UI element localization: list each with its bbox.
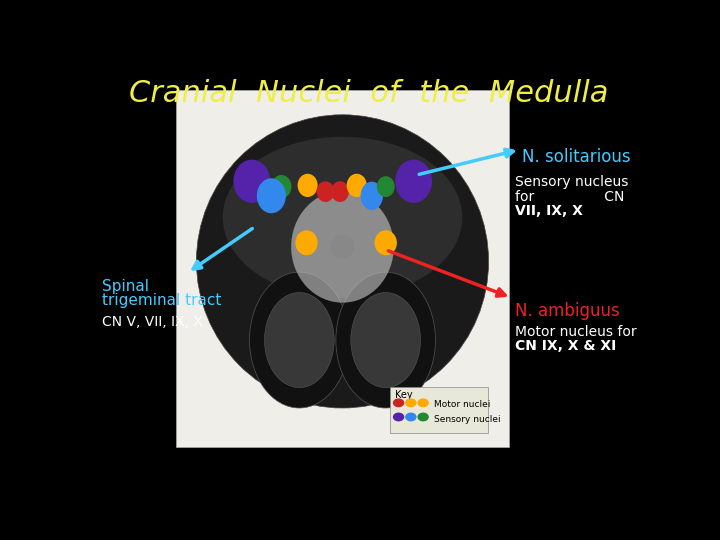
Ellipse shape [292,191,394,302]
Text: Key: Key [395,390,413,400]
Ellipse shape [295,230,318,255]
Ellipse shape [264,293,334,388]
Ellipse shape [250,272,349,408]
Ellipse shape [374,230,397,255]
Text: Cranial  Nuclei  of  the  Medulla: Cranial Nuclei of the Medulla [129,79,608,109]
Ellipse shape [330,235,354,259]
FancyBboxPatch shape [390,387,488,433]
Text: trigeminal tract: trigeminal tract [102,294,222,308]
Ellipse shape [257,178,286,213]
Circle shape [394,399,404,407]
Ellipse shape [317,181,334,202]
Text: for                CN: for CN [516,190,624,204]
Circle shape [394,413,404,421]
Ellipse shape [331,181,349,202]
Text: Motor nucleus for: Motor nucleus for [516,325,636,339]
Text: Sensory nuclei: Sensory nuclei [433,415,500,423]
Ellipse shape [222,137,462,298]
FancyBboxPatch shape [176,90,508,447]
Text: Motor nuclei: Motor nuclei [433,401,490,409]
Text: Spinal: Spinal [102,279,149,294]
Text: N. ambiguus: N. ambiguus [516,302,620,320]
Ellipse shape [336,272,436,408]
Circle shape [406,413,416,421]
Ellipse shape [395,160,432,203]
Ellipse shape [233,160,270,203]
Ellipse shape [297,174,318,197]
Ellipse shape [197,115,489,408]
Text: Sensory nucleus: Sensory nucleus [516,175,629,189]
Circle shape [406,399,416,407]
Ellipse shape [347,174,366,197]
Ellipse shape [377,176,395,197]
Ellipse shape [271,175,292,198]
Text: N. solitarious: N. solitarious [523,148,631,166]
Text: VII, IX, X: VII, IX, X [516,204,583,218]
Ellipse shape [361,181,383,210]
Circle shape [418,413,428,421]
Text: CN IX, X & XI: CN IX, X & XI [516,339,616,353]
Circle shape [418,399,428,407]
Ellipse shape [351,293,420,388]
Text: CN V, VII, IX, X: CN V, VII, IX, X [102,315,203,329]
